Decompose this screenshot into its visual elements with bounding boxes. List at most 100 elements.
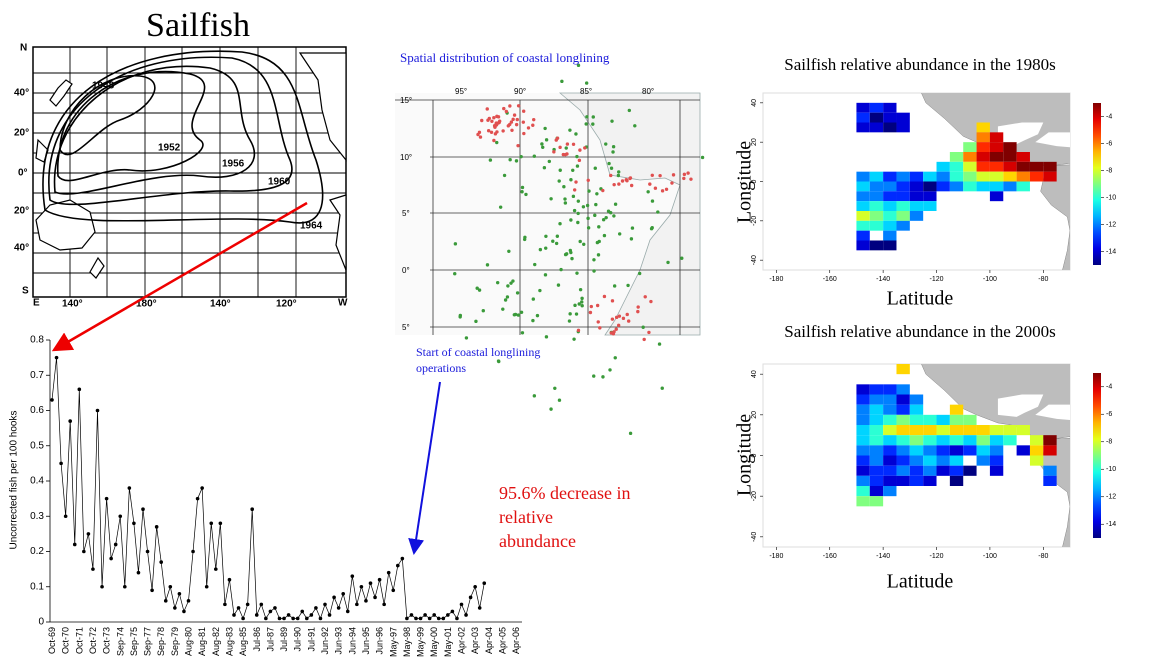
map-dot (642, 337, 646, 342)
map-dot (538, 288, 542, 293)
lon-label: 180° (136, 299, 157, 310)
heat-cell (856, 414, 870, 425)
heat-cell (896, 394, 910, 405)
map-dot (596, 253, 601, 257)
map-dot (549, 197, 553, 201)
heat-cell (896, 445, 910, 456)
heat-cell (869, 475, 884, 486)
map-dot (582, 242, 586, 247)
heat-cell (989, 171, 1004, 182)
map-dot (614, 315, 619, 320)
heat-cell (856, 220, 870, 231)
data-point (232, 613, 236, 617)
data-point (186, 599, 191, 603)
map-dot (621, 316, 626, 321)
map-dot (612, 182, 616, 187)
heat-cell (856, 171, 870, 182)
map-dot (670, 181, 674, 185)
data-point (336, 606, 341, 610)
data-point (464, 613, 468, 617)
heat-cell (923, 181, 937, 192)
data-point (291, 616, 295, 621)
data-point (305, 616, 309, 621)
map-dot (602, 233, 607, 238)
map-dot (496, 359, 501, 363)
heat-cell (869, 181, 884, 192)
heat-cell (856, 230, 870, 241)
data-point (273, 606, 277, 610)
y-tick-label: -40 (751, 255, 758, 265)
data-point (314, 606, 318, 610)
map-dot (544, 234, 548, 238)
data-point (355, 602, 359, 607)
heat-cell (869, 445, 884, 456)
heat-cell (896, 181, 910, 192)
lat-label: 40° (14, 243, 29, 254)
x-tick-label: Apr-03 (470, 627, 480, 654)
map-dot (535, 313, 540, 318)
map-dot (515, 117, 519, 122)
sea (997, 122, 1044, 145)
heat-cell (989, 465, 1004, 476)
heat-cell (896, 404, 910, 415)
heat-cell (1016, 181, 1030, 192)
map-dot (641, 325, 645, 329)
heat-cell (869, 486, 884, 497)
data-point (441, 616, 446, 621)
map-dot (492, 115, 496, 120)
x-tick-label: Oct-71 (74, 627, 84, 654)
map-dot (656, 210, 660, 214)
map-dot (541, 145, 545, 150)
map-dot (567, 319, 572, 323)
map-dot (616, 173, 621, 178)
map-dot (488, 158, 493, 162)
map-dot (592, 269, 596, 273)
data-point (436, 616, 441, 621)
data-point (104, 496, 109, 501)
map-dot (516, 313, 521, 317)
map-dot (494, 122, 498, 126)
map-dot (604, 142, 608, 146)
map-dot (584, 122, 588, 126)
y-tick-label: 0.3 (30, 511, 44, 522)
lon-label: 90° (514, 87, 526, 96)
map-dot (601, 188, 605, 193)
heat-cell (949, 435, 964, 446)
heat-cell (936, 181, 950, 192)
x-axis-label: Latitude (887, 288, 954, 310)
heat-cell (949, 414, 964, 425)
map-dot (596, 320, 600, 324)
map-dot (671, 173, 676, 177)
map-dot (575, 164, 580, 168)
map-dot (629, 183, 634, 188)
heat-cell (909, 181, 924, 192)
heat-cell (989, 425, 1004, 436)
map-dot (647, 330, 651, 335)
heat-cell (1016, 425, 1030, 436)
heat-cell (949, 475, 964, 486)
map-dot (586, 216, 590, 221)
x-tick-label: Sep-79 (170, 627, 180, 656)
map-dot (607, 161, 611, 166)
map-layer (856, 364, 1070, 547)
map-dot (475, 286, 479, 290)
lat-label: 20° (14, 128, 29, 139)
contour-label: 1948 (92, 81, 115, 92)
heat-cell (896, 220, 910, 231)
data-point (295, 616, 300, 621)
heat-cell (883, 181, 897, 192)
y-axis-label: Longitude (734, 141, 756, 223)
heat-cell (856, 465, 870, 476)
map-dot (580, 300, 584, 304)
x-tick-label: Apr-04 (484, 627, 494, 654)
map-dot (617, 232, 622, 236)
arrow (408, 381, 441, 555)
map-dot (586, 226, 591, 230)
heat-cell (1029, 455, 1044, 466)
data-point (168, 584, 173, 589)
map-dot (658, 173, 662, 178)
heat-cell (909, 404, 924, 415)
map-dot (559, 267, 563, 272)
heat-cell (976, 435, 990, 446)
